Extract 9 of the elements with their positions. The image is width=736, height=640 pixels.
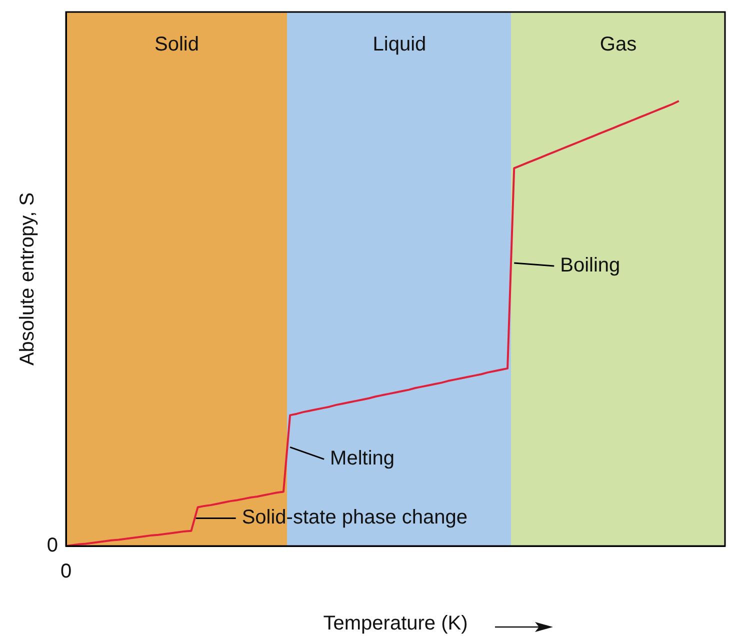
annotation: Melting xyxy=(330,448,395,470)
text: Gas xyxy=(600,34,637,56)
annotation: Boiling xyxy=(560,254,620,276)
text: Solid xyxy=(154,34,199,56)
text: 0 xyxy=(46,534,58,557)
text: Liquid xyxy=(372,34,426,56)
x-axis-title: Temperature (K) xyxy=(323,612,468,635)
text: 0 xyxy=(60,560,72,583)
y-axis-title: Absolute entropy, S xyxy=(16,192,39,366)
